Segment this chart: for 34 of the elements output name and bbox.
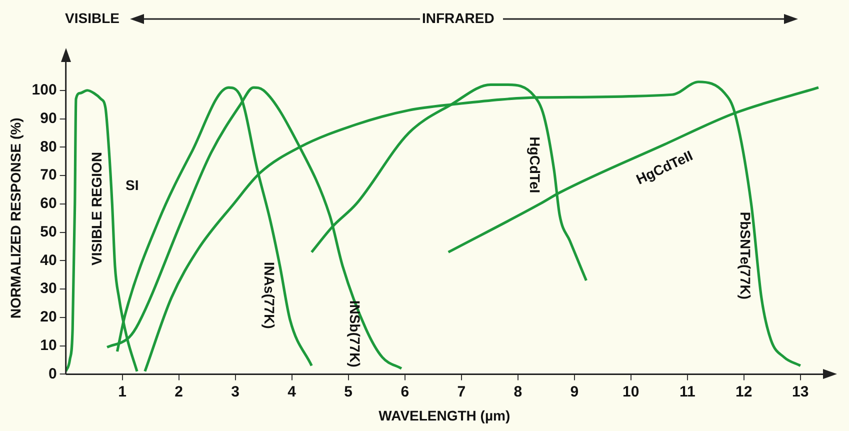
text: INFRARED	[422, 10, 494, 26]
y-tick-label: 0	[48, 365, 57, 382]
x-tick-label: 8	[514, 383, 522, 400]
y-tick-label: 40	[40, 252, 57, 269]
series-label: SI	[126, 176, 139, 193]
text: PbSNTe(77K)	[738, 212, 754, 300]
x-tick-label: 7	[457, 383, 466, 400]
y-tick-label: 20	[40, 308, 57, 326]
x-tick-label: 9	[570, 383, 579, 400]
y-tick-label: 100	[32, 82, 57, 99]
x-tick-label: 12	[736, 383, 752, 400]
y-tick-label: 90	[40, 110, 57, 127]
x-tick-label: 13	[792, 383, 809, 400]
x-tick-label: 5	[344, 383, 353, 400]
x-tick-label: 11	[679, 383, 696, 400]
x-tick-label: 2	[174, 383, 184, 400]
y-tick-label: 80	[40, 138, 57, 156]
x-axis-title: WAVELENGTH (µm)	[378, 407, 510, 424]
x-tick-label: 4	[288, 383, 297, 400]
y-tick-label: 10	[40, 336, 57, 354]
text: HgCdTeI	[527, 136, 544, 194]
text: VISIBLE	[65, 10, 120, 26]
x-tick-label: 1	[118, 383, 127, 400]
y-tick-label: 70	[40, 166, 57, 184]
x-tick-label: 6	[400, 383, 410, 400]
annotation: VISIBLE REGION	[88, 152, 105, 266]
y-tick-label: 30	[40, 280, 57, 298]
text: INAs(77K)	[261, 262, 278, 329]
x-tick-label: 3	[231, 383, 240, 400]
text: INSb(77K)	[347, 300, 364, 368]
x-tick-label: 10	[622, 383, 640, 400]
y-tick-label: 60	[40, 195, 57, 212]
y-tick-label: 50	[40, 223, 57, 240]
y-axis-title: NORMALIZED RESPONSE (%)	[7, 118, 24, 318]
